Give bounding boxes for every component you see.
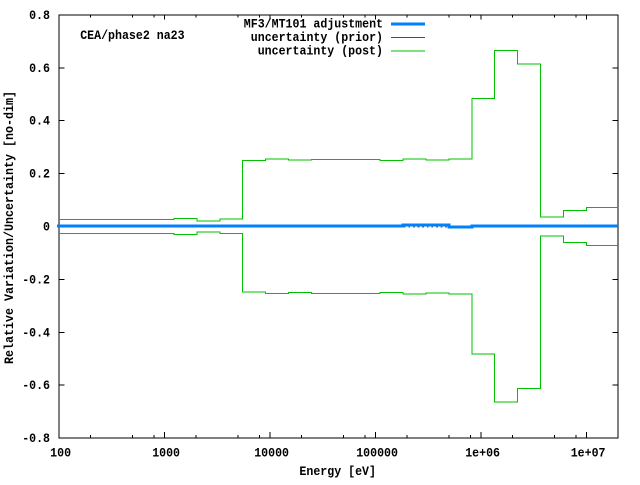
svg-text:Energy [eV]: Energy [eV] (299, 464, 376, 479)
svg-text:1000: 1000 (152, 446, 180, 461)
svg-text:Relative Variation/Uncertainty: Relative Variation/Uncertainty [no-dim] (2, 91, 17, 364)
svg-text:MF3/MT101 adjustment: MF3/MT101 adjustment (244, 17, 383, 32)
svg-text:0: 0 (43, 220, 50, 235)
svg-text:0.8: 0.8 (29, 8, 50, 23)
svg-text:-0.2: -0.2 (22, 272, 50, 287)
svg-text:0.2: 0.2 (29, 167, 50, 182)
svg-text:-0.4: -0.4 (22, 325, 50, 340)
svg-text:0.6: 0.6 (29, 61, 50, 76)
svg-text:CEA/phase2 na23: CEA/phase2 na23 (80, 28, 185, 43)
svg-text:1e+06: 1e+06 (465, 446, 500, 461)
svg-text:100000: 100000 (356, 446, 398, 461)
svg-text:uncertainty (prior): uncertainty (prior) (251, 30, 383, 45)
svg-text:uncertainty (post): uncertainty (post) (258, 43, 383, 58)
svg-text:10000: 10000 (254, 446, 289, 461)
svg-text:100: 100 (50, 446, 71, 461)
svg-text:-0.6: -0.6 (22, 378, 50, 393)
svg-text:0.4: 0.4 (29, 114, 50, 129)
svg-text:-0.8: -0.8 (22, 431, 50, 446)
svg-text:1e+07: 1e+07 (571, 446, 606, 461)
